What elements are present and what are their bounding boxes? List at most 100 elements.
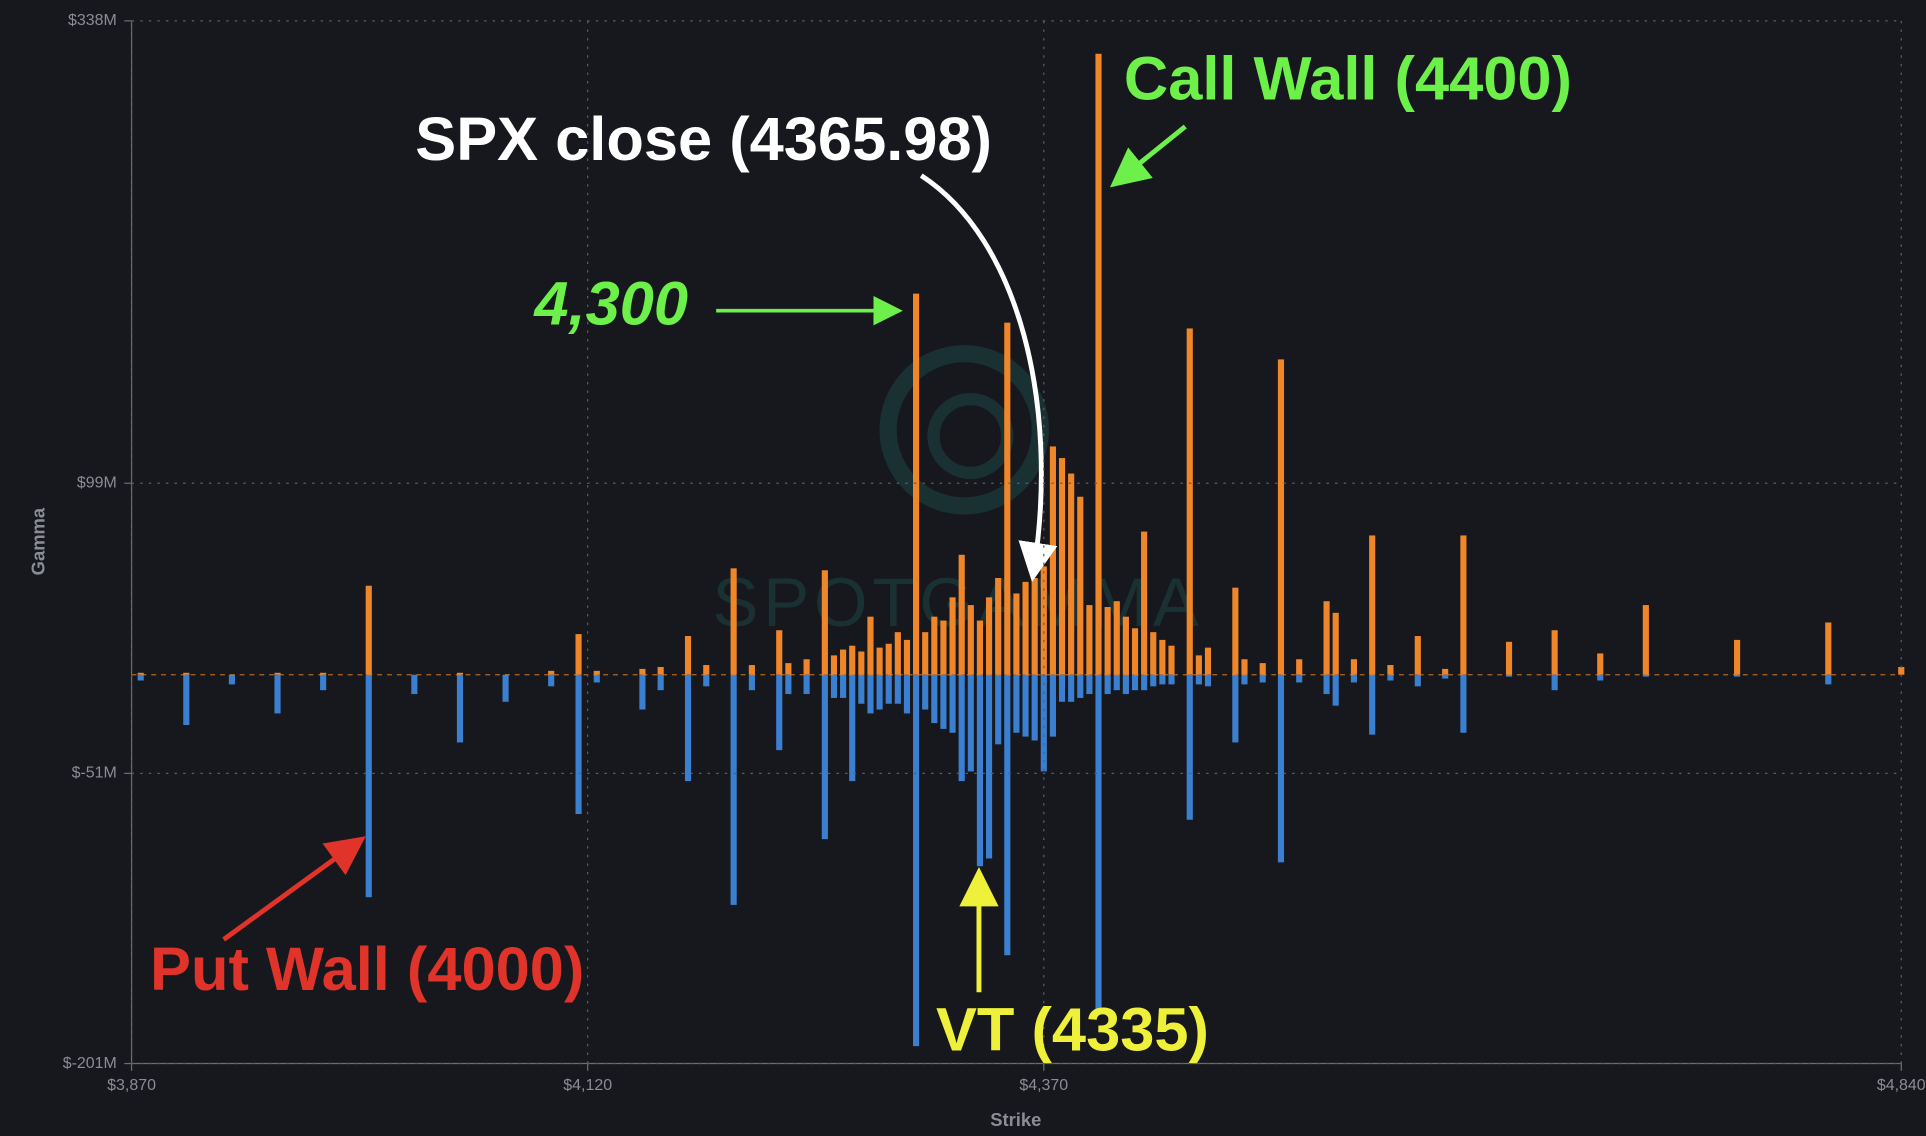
- bar: [1323, 674, 1330, 695]
- bar: [1898, 666, 1905, 675]
- bar: [1350, 659, 1358, 675]
- bar: [1204, 674, 1212, 687]
- x-tick-label: $4,120: [563, 1077, 612, 1094]
- bar: [1505, 641, 1513, 675]
- bar: [1387, 665, 1394, 675]
- bar: [867, 674, 874, 714]
- bar: [1049, 446, 1056, 675]
- bar: [1259, 674, 1266, 683]
- bar: [1323, 601, 1330, 675]
- bar: [730, 674, 737, 905]
- y-tick-label: $99M: [77, 474, 117, 491]
- bar: [913, 293, 920, 675]
- bar: [1734, 639, 1741, 675]
- bar: [1150, 632, 1157, 675]
- bar: [821, 674, 828, 840]
- x-tick-label: $4,370: [1019, 1077, 1068, 1094]
- bar: [1141, 531, 1148, 675]
- bars: [131, 53, 1905, 1047]
- bar: [1350, 674, 1358, 683]
- bar: [1104, 607, 1111, 675]
- bar: [1031, 577, 1038, 675]
- bar: [1505, 674, 1513, 677]
- bar: [958, 554, 965, 675]
- bar: [657, 666, 664, 675]
- bar: [976, 620, 984, 675]
- bar: [876, 647, 883, 675]
- bar: [1040, 566, 1047, 675]
- bar: [1642, 674, 1649, 677]
- bar: [1551, 630, 1558, 675]
- bar: [858, 651, 865, 675]
- bar: [1104, 674, 1111, 695]
- bar: [1332, 612, 1339, 675]
- bar: [1159, 639, 1166, 675]
- bar: [803, 674, 810, 695]
- bar: [940, 674, 947, 729]
- bar: [748, 674, 755, 691]
- bar: [1186, 328, 1193, 675]
- bar: [1597, 674, 1604, 681]
- bar: [502, 674, 509, 702]
- bar: [1369, 674, 1376, 735]
- bar: [958, 674, 965, 782]
- bar: [1077, 496, 1084, 675]
- bar: [1414, 636, 1421, 675]
- bar: [949, 674, 956, 733]
- bar: [320, 672, 327, 675]
- bar: [976, 674, 984, 867]
- bar: [903, 674, 911, 714]
- bar: [1022, 581, 1029, 675]
- bar: [1113, 601, 1120, 675]
- bar: [1460, 674, 1467, 733]
- bar: [1387, 674, 1394, 681]
- bar: [1195, 655, 1202, 675]
- bar: [1825, 674, 1832, 685]
- bar: [703, 665, 710, 675]
- bar: [1186, 674, 1193, 820]
- bar: [785, 663, 792, 675]
- bar: [365, 674, 372, 898]
- bar: [1131, 674, 1139, 691]
- bar: [684, 674, 692, 782]
- bar: [1077, 674, 1084, 698]
- bar: [1168, 645, 1175, 675]
- bar: [456, 672, 464, 675]
- annotation: SPX close (4365.98): [415, 105, 992, 174]
- bar: [1058, 458, 1066, 675]
- bar: [1734, 674, 1741, 677]
- bar: [1058, 674, 1066, 702]
- bar: [1095, 674, 1102, 1014]
- bar: [1296, 659, 1303, 675]
- bar: [1825, 622, 1832, 675]
- y-tick-label: $-201M: [63, 1055, 117, 1072]
- bar: [849, 674, 856, 782]
- bar: [1460, 535, 1467, 675]
- x-tick-label: $4,840: [1877, 1077, 1926, 1094]
- bar: [1259, 663, 1266, 675]
- arrows: [222, 124, 1187, 993]
- bar: [1068, 674, 1075, 702]
- bar: [1241, 674, 1248, 685]
- bar: [785, 674, 792, 695]
- bar: [995, 674, 1002, 745]
- bar: [995, 577, 1002, 675]
- bar: [137, 672, 144, 675]
- bar: [1068, 473, 1075, 675]
- bar: [684, 636, 692, 675]
- bar: [1004, 674, 1011, 956]
- bar: [830, 674, 838, 698]
- bar: [1013, 593, 1020, 675]
- bar: [1150, 674, 1157, 687]
- bar: [548, 670, 555, 675]
- bar: [840, 674, 847, 698]
- bar: [639, 674, 646, 710]
- watermark: SPOTGAMMA: [712, 564, 1203, 641]
- bar: [1442, 674, 1449, 679]
- bar: [1414, 674, 1421, 687]
- annotation: Put Wall (4000): [150, 935, 584, 1004]
- bar: [1369, 535, 1376, 675]
- arrow: [222, 836, 366, 942]
- annotation: VT (4335): [936, 995, 1209, 1064]
- bar: [183, 674, 190, 726]
